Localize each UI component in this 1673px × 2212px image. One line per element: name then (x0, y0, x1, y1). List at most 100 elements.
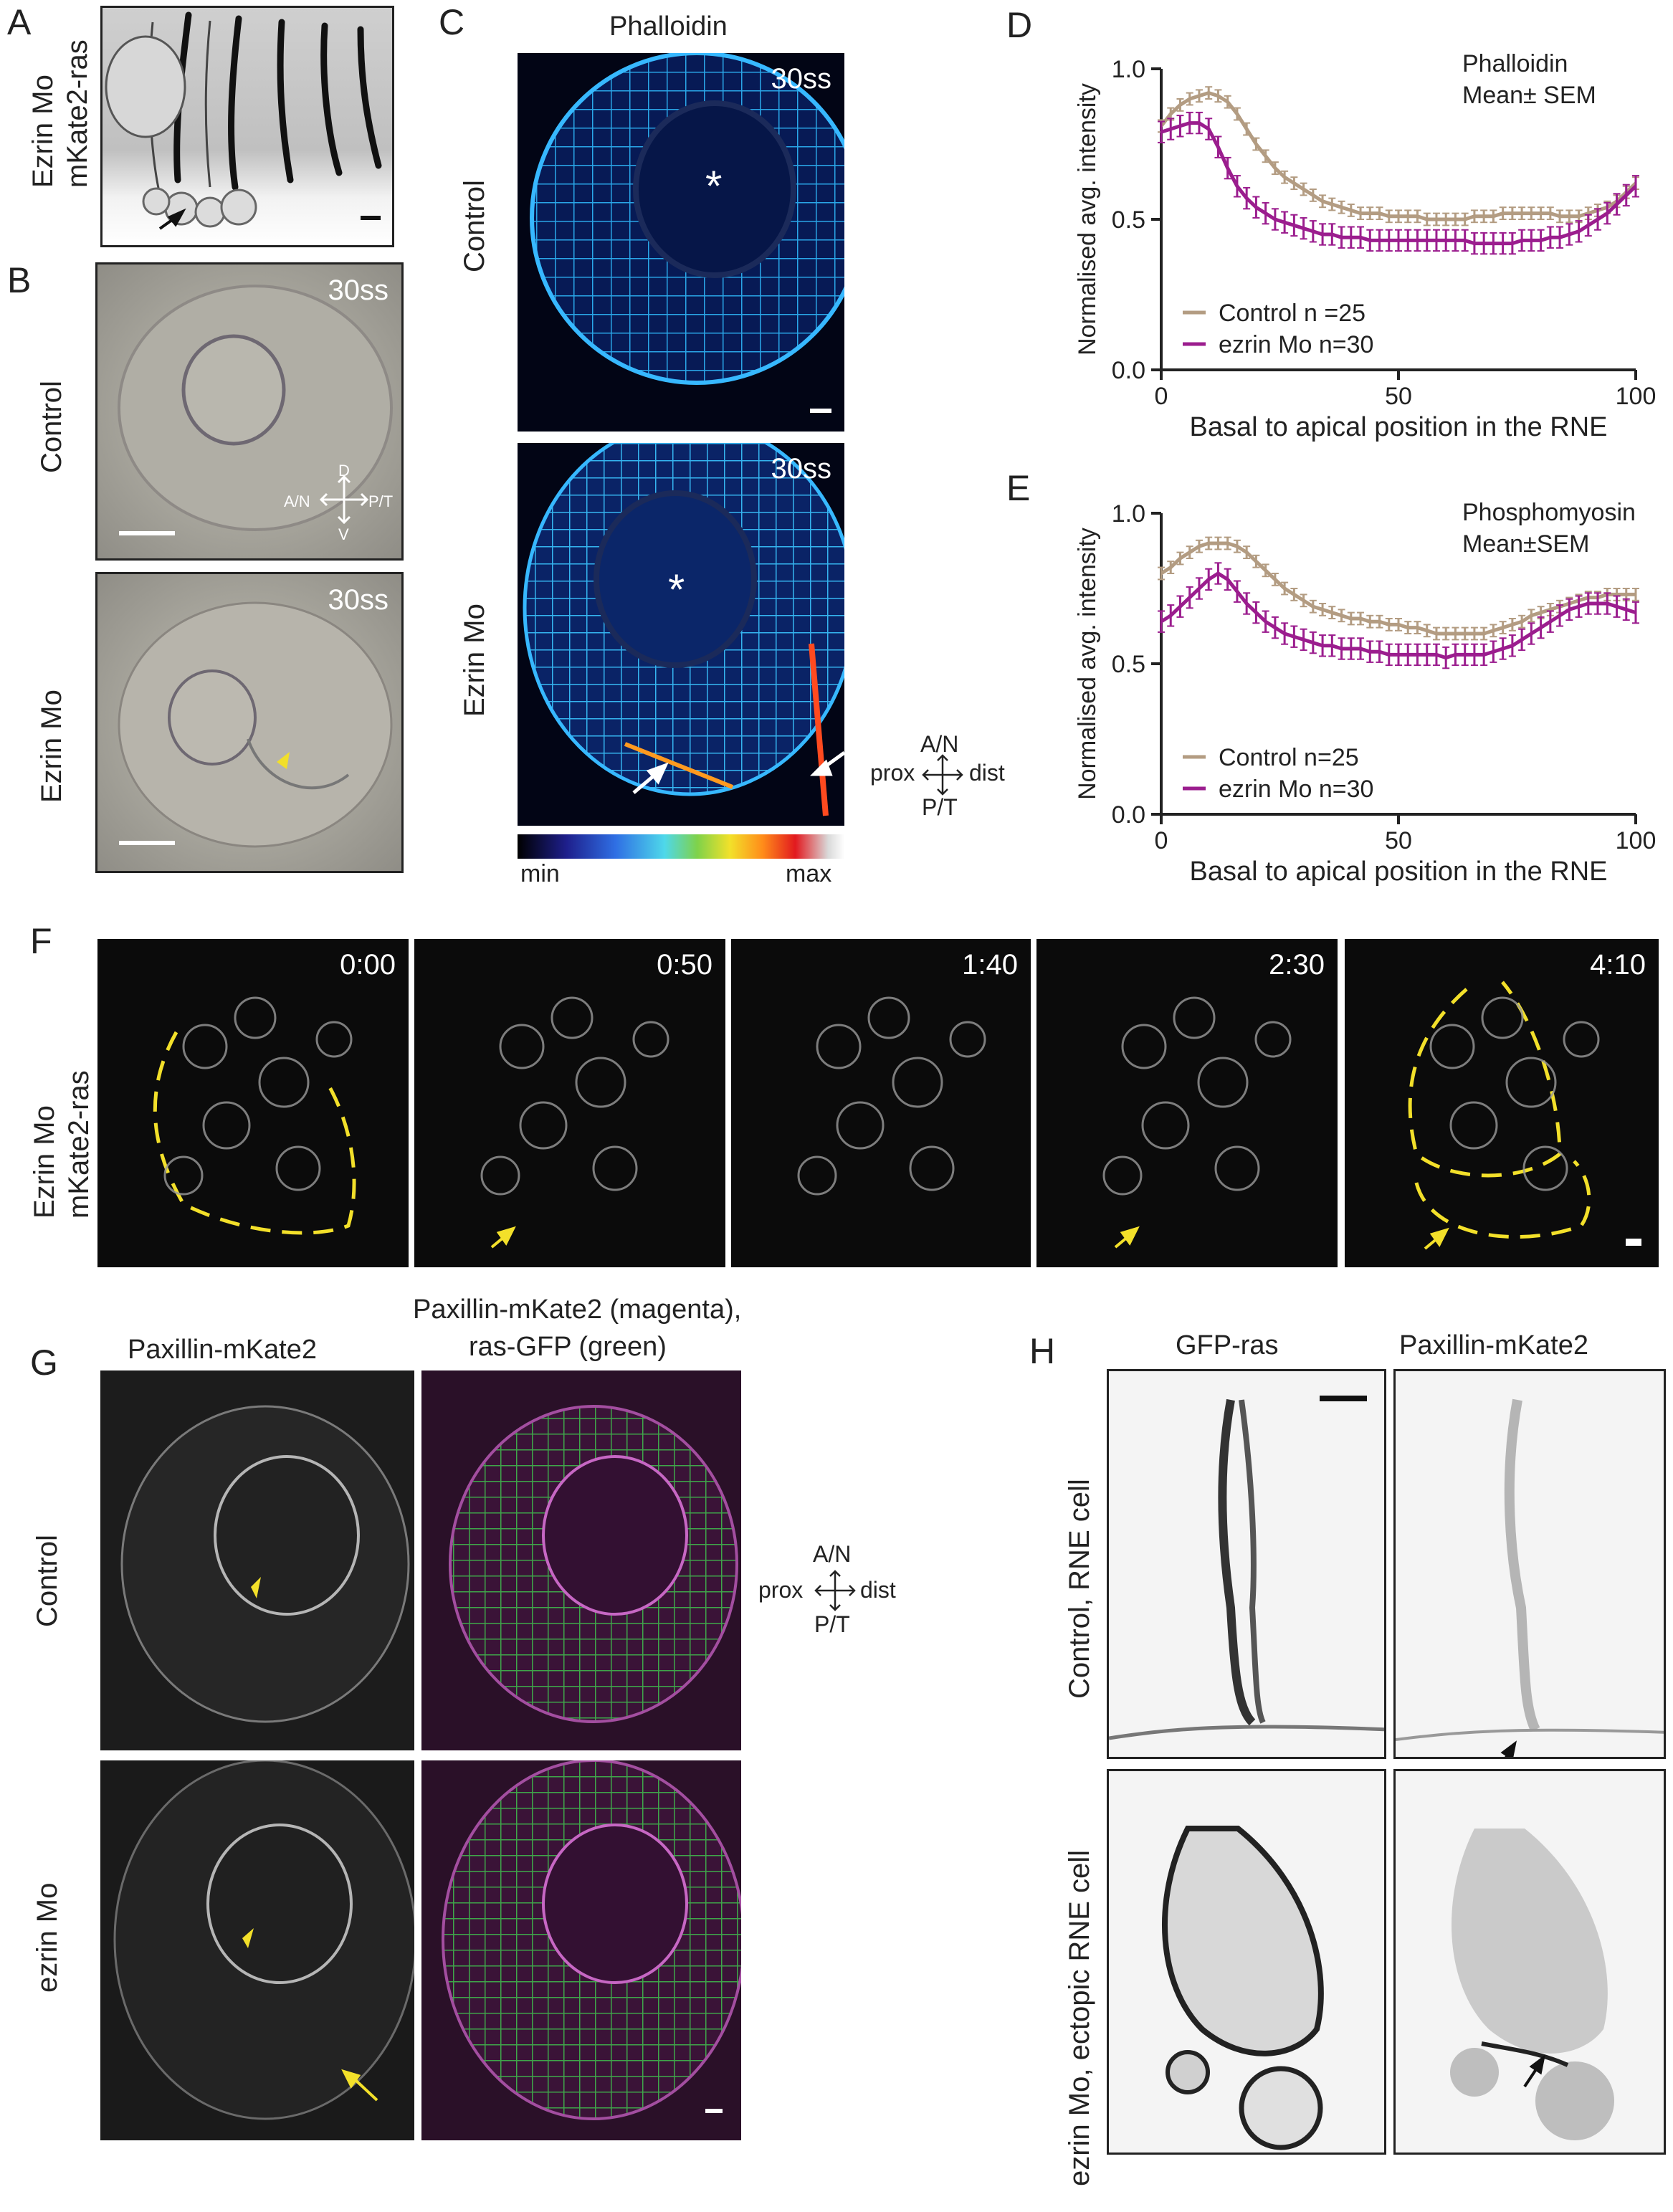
panel-h-ezrin-gfp (1107, 1769, 1386, 2155)
panel-b-compass-icon (319, 475, 369, 525)
series-line (1160, 541, 1636, 636)
panel-g-axis-left: prox (758, 1577, 804, 1603)
y-tick-label: 0.5 (1112, 206, 1145, 234)
y-axis-label: Normalised avg. intensity (1074, 528, 1101, 800)
panel-g-compass-icon (814, 1570, 856, 1611)
y-axis-label: Normalised avg. intensity (1074, 83, 1101, 356)
legend-label: ezrin Mo n=30 (1219, 331, 1373, 358)
y-tick-label: 0.0 (1112, 357, 1145, 384)
panel-h-row-label-ezrin: ezrin Mo, ectopic RNE cell (1064, 1849, 1095, 2186)
panel-c-colorbar-min: min (520, 860, 560, 887)
panel-a-row-label-2: mKate2-ras (62, 39, 93, 188)
panel-c-asterisk: * (705, 162, 722, 210)
x-tick-label: 50 (1385, 383, 1412, 410)
panel-g-axis-right: dist (860, 1577, 896, 1603)
panel-a-cells (105, 11, 382, 230)
panel-h-ezrin-paxillin (1393, 1769, 1666, 2155)
y-tick-label: 0.0 (1112, 801, 1145, 829)
panel-b-control-timestamp: 30ss (328, 275, 389, 306)
x-tick-label: 100 (1616, 383, 1656, 410)
panel-letter-h: H (1029, 1331, 1056, 1371)
y-tick-label: 0.5 (1112, 651, 1145, 678)
chart-d-annotation-2: Mean± SEM (1462, 82, 1596, 109)
panel-f-time-5: 4:10 (1590, 949, 1646, 981)
panel-f-time-2: 0:50 (657, 949, 712, 981)
x-tick-label: 0 (1155, 827, 1168, 854)
legend-label: Control n=25 (1219, 744, 1359, 771)
panel-b-row-label-control: Control (36, 381, 67, 473)
y-tick-label: 1.0 (1112, 500, 1145, 528)
panel-a-image (100, 6, 394, 247)
panel-c-row-label-control: Control (459, 180, 490, 272)
series-1 (1158, 562, 1639, 669)
panel-c-axis-right: dist (969, 760, 1005, 786)
panel-b-ezrin-timestamp: 30ss (328, 584, 389, 616)
panel-c-row-label-ezrin: Ezrin Mo (459, 604, 490, 717)
panel-h-control-gfp (1107, 1369, 1386, 1759)
panel-c-compass-icon (922, 754, 963, 796)
x-tick-label: 100 (1616, 827, 1656, 854)
panel-b-ezrin-image: 30ss (95, 572, 404, 873)
panel-c-control-image: * 30ss (518, 53, 844, 432)
panel-h-col2-title: Paxillin-mKate2 (1399, 1330, 1588, 1360)
panel-g-scalebar (705, 2109, 723, 2113)
panel-c-axis-left: prox (870, 760, 915, 786)
panel-f-frame-3: 1:40 (731, 939, 1031, 1267)
panel-letter-a: A (7, 2, 32, 42)
panel-g-row-label-ezrin: ezrin Mo (32, 1882, 63, 1993)
series-1 (1158, 111, 1639, 255)
panel-b-axis-label-an: A/N (284, 492, 310, 510)
panel-b-row-label-ezrin: Ezrin Mo (36, 690, 67, 803)
panel-g-axis-bottom: P/T (814, 1611, 850, 1637)
x-tick-label: 0 (1155, 383, 1168, 410)
panel-g-row-label-control: Control (32, 1535, 63, 1627)
panel-g-col2-title-1: Paxillin-mKate2 (magenta), (413, 1295, 742, 1325)
panel-b-ezrin-eye (118, 601, 393, 848)
panel-f-frame-1: 0:00 (97, 939, 409, 1267)
chart-e-annotation-1: Phosphomyosin (1462, 499, 1636, 526)
legend-label: Control n =25 (1219, 300, 1365, 327)
panel-g-control-merge (421, 1370, 741, 1750)
x-axis-label: Basal to apical position in the RNE (1190, 412, 1608, 442)
panel-b-axis-label-pt: P/T (368, 492, 394, 510)
panel-f-frame-5: 4:10 (1345, 939, 1659, 1267)
panel-f-frame-4: 2:30 (1036, 939, 1338, 1267)
panel-c-axis-bottom: P/T (922, 794, 958, 820)
panel-f-scalebar (1626, 1239, 1641, 1246)
panel-g-ezrin-paxillin (100, 1760, 414, 2140)
panel-letter-b: B (7, 260, 32, 300)
chart-e: Phosphomyosin Mean±SEM 0.0 0.5 1.0 0 50 100 Ba… (1074, 499, 1656, 887)
panel-c-colorbar-max: max (786, 860, 832, 887)
y-tick-label: 1.0 (1112, 56, 1145, 83)
series-0 (1158, 86, 1639, 227)
panel-b-ezrin-scalebar (119, 841, 175, 845)
panel-g-col1-title: Paxillin-mKate2 (128, 1335, 317, 1365)
panel-a-row-label: Ezrin Mo (27, 75, 59, 188)
x-tick-label: 50 (1385, 827, 1412, 854)
panel-h-col1-title: GFP-ras (1176, 1330, 1279, 1360)
panel-g-axis-top: A/N (813, 1541, 852, 1567)
panel-c-control-timestamp: 30ss (771, 63, 832, 95)
panel-b-axis-label-v: V (338, 525, 349, 543)
series-line (1160, 90, 1637, 221)
series-line (1160, 121, 1637, 246)
panel-letter-g: G (30, 1343, 58, 1383)
panel-letter-f: F (30, 921, 52, 961)
panel-c-ezrin-asterisk: * (668, 566, 685, 614)
panel-f-time-3: 1:40 (962, 949, 1018, 981)
panel-g-col2-title-2: ras-GFP (green) (469, 1332, 667, 1362)
panel-f-frame-2: 0:50 (414, 939, 725, 1267)
panel-h-control-paxillin (1393, 1369, 1666, 1759)
panel-g-control-paxillin (100, 1370, 414, 1750)
panel-b-control-eye (118, 285, 393, 531)
panel-c-ezrin-image: * 30ss (518, 443, 844, 826)
panel-c-control-scalebar (810, 409, 831, 413)
series-0 (1158, 536, 1639, 641)
panel-f-row-label-2: mKate2-ras (63, 1070, 95, 1219)
panel-c-title: Phalloidin (609, 11, 728, 42)
panel-c-colorbar (518, 834, 844, 859)
panel-c-control-eye: * (530, 53, 844, 385)
panel-b-axis-label-d: D (338, 462, 350, 480)
panel-b-control-image: 30ss D A/N P/T V (95, 262, 404, 561)
x-axis-label: Basal to apical position in the RNE (1190, 857, 1608, 887)
